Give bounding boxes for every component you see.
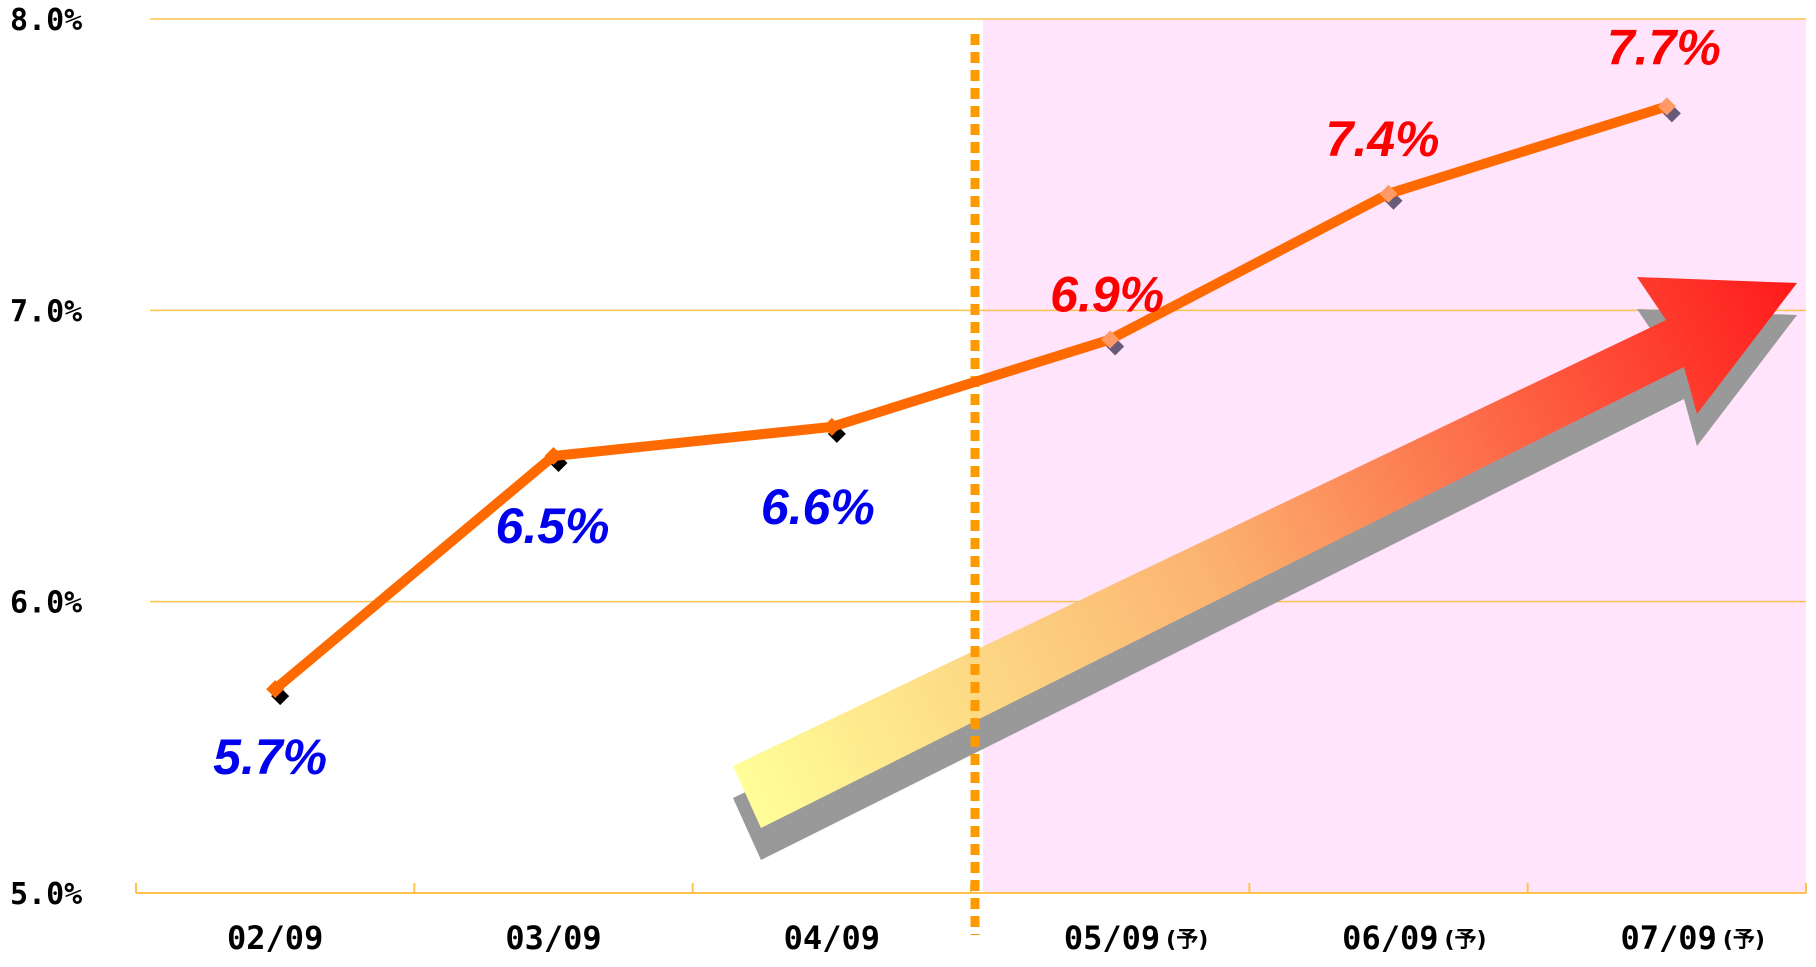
x-tick-label: 06/09	[1342, 919, 1438, 957]
y-tick-label: 6.0%	[10, 586, 82, 621]
x-tick-note: (予)	[1166, 928, 1208, 953]
series-line	[270, 101, 1672, 695]
data-label: 6.6%	[761, 479, 875, 535]
data-label: 7.7%	[1607, 19, 1721, 75]
x-tick-note: (予)	[1445, 928, 1487, 953]
data-point-marker	[822, 417, 841, 436]
y-tick-label: 7.0%	[10, 294, 82, 329]
x-tick-note: (予)	[1723, 928, 1765, 953]
x-tick-label: 03/09	[505, 919, 601, 957]
data-point-marker	[1101, 330, 1120, 349]
trend-arrow-shadow	[733, 309, 1797, 860]
trend-arrow	[733, 277, 1797, 860]
x-tick-label: 05/09	[1064, 919, 1160, 957]
data-label: 5.7%	[213, 729, 327, 785]
y-tick-label: 8.0%	[10, 3, 82, 38]
data-label: 6.9%	[1050, 266, 1164, 322]
data-point-marker	[544, 447, 563, 465]
trend-arrow-body	[733, 277, 1797, 828]
data-point-marker	[266, 680, 285, 699]
x-tick-label: 07/09	[1621, 919, 1717, 957]
x-tick-label: 02/09	[227, 919, 323, 957]
data-point-marker	[1657, 97, 1676, 116]
x-tick-label: 04/09	[784, 919, 880, 957]
data-point-marker	[1379, 184, 1398, 203]
data-label: 7.4%	[1326, 111, 1440, 167]
y-tick-label: 5.0%	[10, 877, 82, 912]
data-label: 6.5%	[496, 498, 610, 554]
